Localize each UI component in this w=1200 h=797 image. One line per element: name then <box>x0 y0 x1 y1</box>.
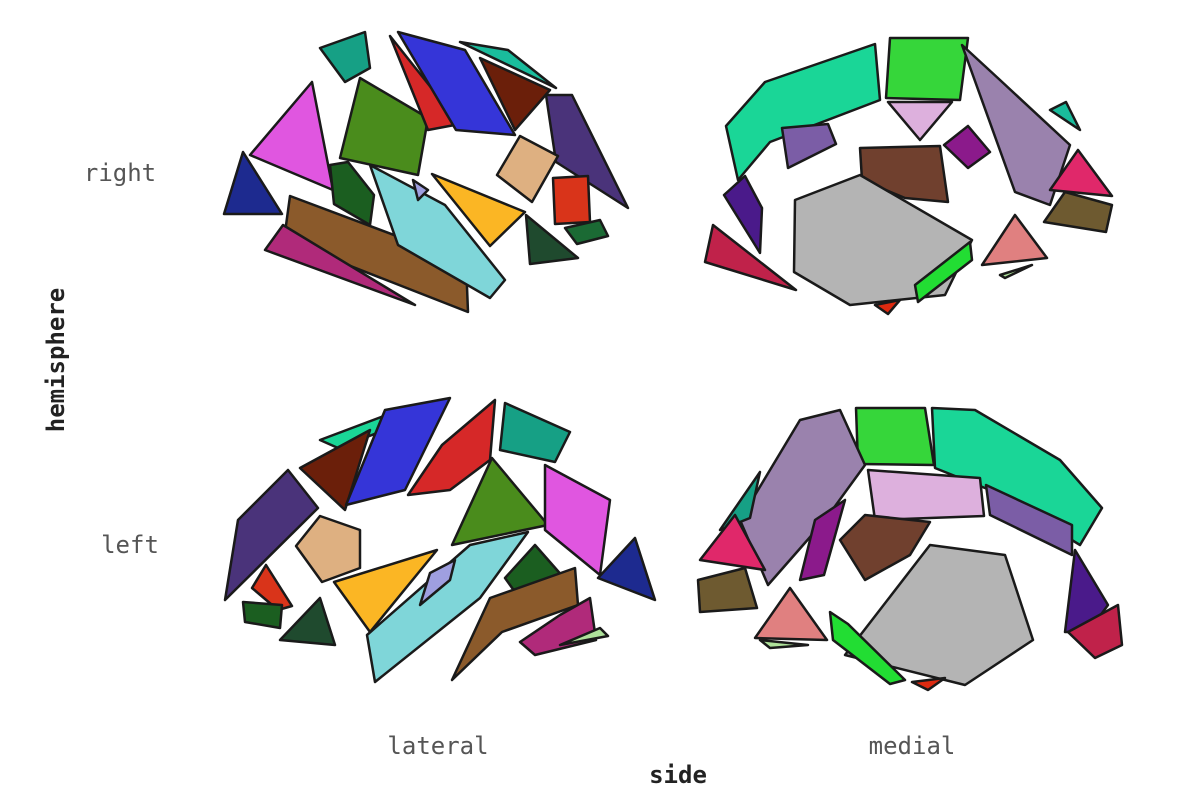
brain-region <box>1042 190 1114 234</box>
brain-region <box>724 42 882 182</box>
brain-region <box>854 406 936 467</box>
brain-region <box>498 401 572 464</box>
brain-region <box>798 498 847 582</box>
brain-region <box>703 223 798 292</box>
row-label-right: right <box>84 159 156 187</box>
brain-region <box>318 30 372 84</box>
brain-region <box>930 406 1104 547</box>
brain-region <box>223 468 320 602</box>
brain-region <box>998 263 1034 280</box>
panel-left-lateral <box>223 396 657 684</box>
brain-region <box>551 174 592 226</box>
brain-region <box>248 80 335 192</box>
brain-region <box>884 36 970 102</box>
brain-region <box>450 456 550 547</box>
brain-region <box>263 223 417 307</box>
brain-region <box>792 173 974 307</box>
brain-region <box>886 100 954 142</box>
brain-region <box>738 408 867 587</box>
brain-region <box>368 163 507 300</box>
brain-region <box>332 548 439 634</box>
y-axis-title: hemisphere <box>42 288 70 433</box>
brain-region <box>241 600 284 630</box>
brain-region <box>328 160 376 227</box>
brain-region <box>838 513 932 582</box>
brain-region <box>843 543 1035 687</box>
brain-region <box>524 213 580 266</box>
brain-region <box>780 122 838 170</box>
column-label-lateral: lateral <box>387 732 488 760</box>
brain-region <box>495 134 560 204</box>
brain-region <box>294 514 362 584</box>
brain-region <box>910 676 947 692</box>
brain-region <box>1048 148 1114 198</box>
brain-region <box>758 638 810 650</box>
row-label-left: left <box>101 531 159 559</box>
panels <box>222 30 1124 692</box>
brain-region <box>450 566 580 682</box>
brain-region <box>984 483 1074 557</box>
brain-region <box>250 563 294 612</box>
brain-region <box>278 596 337 647</box>
brain-region <box>544 93 630 210</box>
brain-region <box>1048 100 1082 132</box>
brain-region <box>406 398 497 497</box>
brain-region <box>942 124 992 170</box>
brain-region <box>828 610 907 686</box>
brain-region <box>396 30 517 137</box>
panel-left-medial <box>696 406 1124 692</box>
panel-right-lateral <box>222 30 630 314</box>
brain-region <box>222 150 284 216</box>
brain-region <box>960 43 1072 207</box>
brain-region <box>873 298 902 316</box>
brain-region <box>980 213 1049 267</box>
brain-region <box>430 172 527 248</box>
brain-region <box>696 566 759 614</box>
brain-region <box>1066 603 1124 660</box>
brain-region <box>543 463 612 577</box>
brain-region <box>478 56 552 132</box>
brain-region <box>418 558 457 607</box>
brain-region <box>596 536 657 602</box>
brain-region <box>458 40 558 90</box>
brain-region <box>298 428 372 512</box>
brain-region <box>913 240 974 304</box>
brain-region <box>563 218 610 246</box>
brain-region <box>698 513 767 572</box>
column-label-medial: medial <box>869 732 956 760</box>
brain-region <box>866 468 986 522</box>
brain-region <box>411 178 430 202</box>
brain-region <box>753 586 829 642</box>
brain-region <box>558 626 610 647</box>
brain-region <box>722 174 764 255</box>
panel-right-medial <box>703 36 1114 316</box>
brain-region <box>344 396 452 507</box>
x-axis-title: side <box>649 761 707 789</box>
